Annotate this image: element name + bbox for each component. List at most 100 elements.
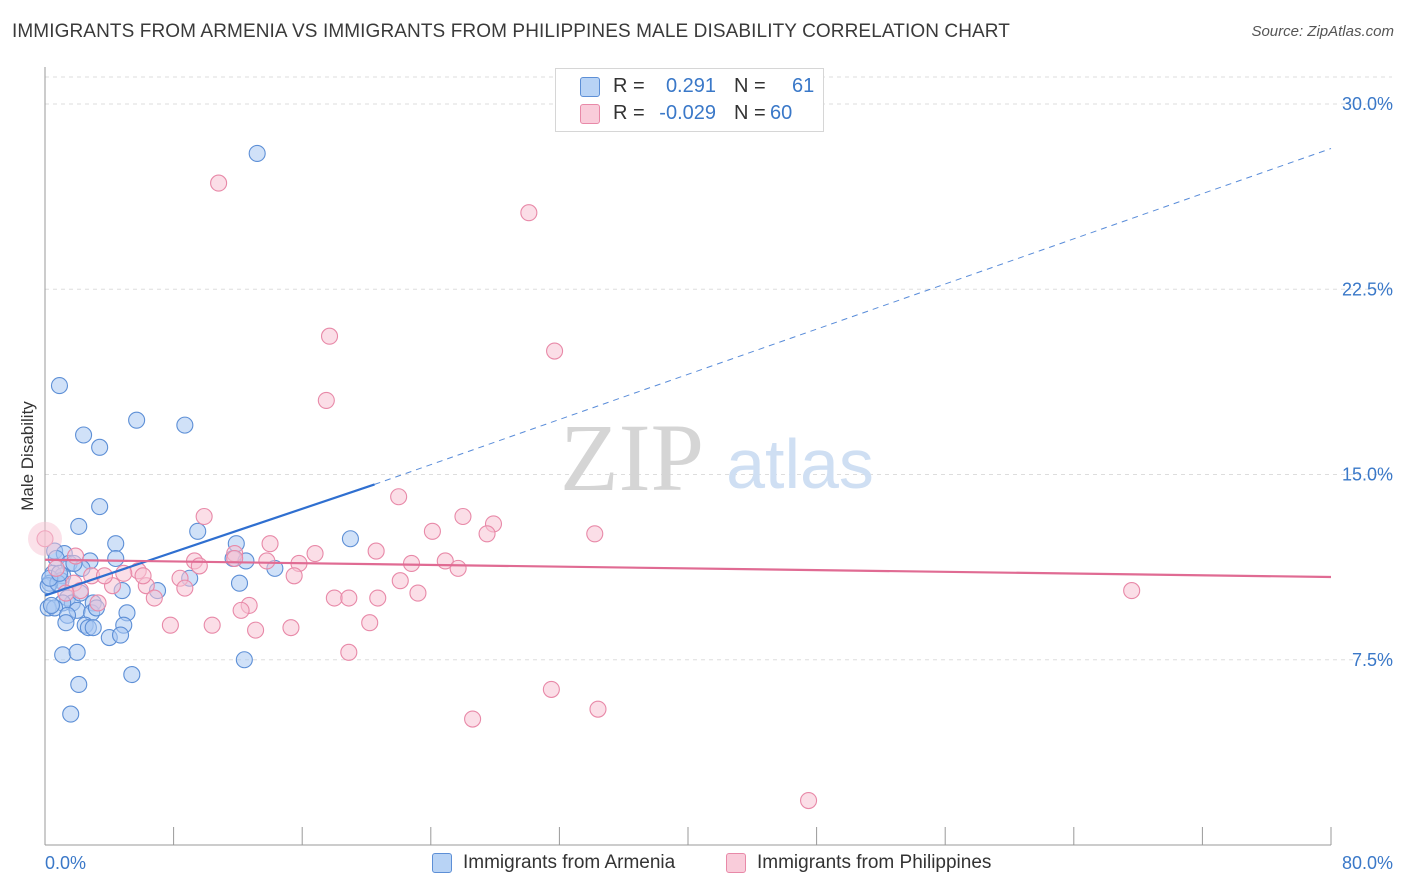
philippines-point xyxy=(423,522,441,540)
armenia-point xyxy=(107,535,125,553)
philippines-point xyxy=(261,535,279,553)
philippines-point xyxy=(317,391,335,409)
armenia-point xyxy=(91,498,109,516)
correlation-legend: R = 0.291 N = 61 R = -0.029 N = 60 xyxy=(555,68,824,132)
philippines-point xyxy=(226,549,244,568)
philippines-point xyxy=(542,680,560,698)
philippines-n-label: N = xyxy=(734,102,766,124)
y-tick-label: 30.0% xyxy=(1342,94,1393,114)
watermark-atlas: atlas xyxy=(726,425,874,503)
philippines-point xyxy=(800,791,818,810)
philippines-point xyxy=(520,204,538,222)
armenia-point xyxy=(123,666,141,684)
armenia-legend-label: Immigrants from Armenia xyxy=(463,852,676,873)
philippines-point xyxy=(320,327,339,345)
philippines-r-value: -0.029 xyxy=(659,102,716,124)
x-tick-label-max: 80.0% xyxy=(1342,853,1393,873)
armenia-point xyxy=(128,411,146,429)
philippines-point xyxy=(145,589,163,607)
philippines-point xyxy=(402,554,421,572)
series-legend: Immigrants from Armenia Immigrants from … xyxy=(0,851,1406,879)
philippines-point xyxy=(390,488,408,506)
philippines-point xyxy=(247,621,265,639)
y-tick-label: 15.0% xyxy=(1342,465,1393,485)
legend-row-philippines: R = -0.029 N = 60 xyxy=(556,100,823,128)
philippines-r-label: R = xyxy=(613,102,645,124)
philippines-point xyxy=(232,601,250,619)
philippines-trend-line xyxy=(44,558,1332,579)
armenia-point xyxy=(50,377,69,395)
gridlines xyxy=(45,76,1392,661)
philippines-point xyxy=(195,507,213,526)
philippines-point xyxy=(306,545,324,563)
armenia-point xyxy=(68,643,86,661)
armenia-r-value: 0.291 xyxy=(665,75,716,97)
philippines-point xyxy=(391,572,409,590)
armenia-point xyxy=(70,517,88,535)
trend-lines xyxy=(44,148,1332,597)
philippines-point xyxy=(258,552,276,570)
armenia-point xyxy=(42,596,60,614)
philippines-point xyxy=(203,616,221,634)
armenia-point xyxy=(235,651,253,669)
philippines-cluster-point xyxy=(28,521,62,556)
armenia-point xyxy=(54,646,72,664)
philippines-point xyxy=(464,710,482,728)
philippines-point xyxy=(285,567,303,585)
armenia-point xyxy=(107,549,125,568)
armenia-swatch xyxy=(580,77,600,97)
philippines-point xyxy=(1123,582,1141,600)
philippines-point xyxy=(176,579,194,597)
philippines-point xyxy=(454,507,472,526)
armenia-n-label: N = xyxy=(734,75,766,97)
armenia-legend-swatch xyxy=(432,853,452,873)
philippines-point xyxy=(89,594,107,612)
philippines-point xyxy=(161,616,179,634)
armenia-point xyxy=(84,619,102,637)
philippines-point xyxy=(478,525,496,543)
philippines-n-value: 60 xyxy=(770,102,793,124)
armenia-point xyxy=(189,522,207,540)
armenia-r-label: R = xyxy=(613,75,645,97)
philippines-point xyxy=(210,174,228,192)
philippines-point xyxy=(546,342,564,360)
philippines-legend-label: Immigrants from Philippines xyxy=(757,852,992,873)
philippines-point xyxy=(409,584,427,602)
philippines-point xyxy=(134,567,152,585)
armenia-n-value: 61 xyxy=(792,75,815,97)
philippines-point xyxy=(282,619,300,637)
armenia-point xyxy=(341,530,359,548)
armenia-trend-extension xyxy=(374,148,1332,485)
armenia-point xyxy=(248,144,266,162)
legend-row-armenia: R = 0.291 N = 61 xyxy=(556,73,823,101)
source-attribution: Source: ZipAtlas.com xyxy=(1251,23,1394,40)
chart-title: IMMIGRANTS FROM ARMENIA VS IMMIGRANTS FR… xyxy=(12,21,1010,42)
philippines-point xyxy=(361,614,379,632)
philippines-point xyxy=(340,643,358,661)
philippines-point xyxy=(449,559,467,577)
philippines-point xyxy=(325,589,343,607)
y-tick-label: 22.5% xyxy=(1342,279,1393,299)
philippines-point xyxy=(367,542,385,560)
armenia-point xyxy=(230,574,249,592)
watermark-zip: ZIP xyxy=(560,404,704,511)
armenia-point xyxy=(91,438,109,456)
philippines-point xyxy=(340,589,358,607)
armenia-point xyxy=(75,426,93,444)
armenia-point xyxy=(62,705,80,723)
philippines-swatch xyxy=(580,104,600,124)
armenia-point xyxy=(57,614,75,632)
armenia-trend-line xyxy=(44,483,375,597)
armenia-point xyxy=(112,626,130,644)
tick-labels: 7.5% 15.0% 22.5% 30.0% 0.0% 80.0% xyxy=(45,94,1393,873)
philippines-point xyxy=(66,547,85,565)
philippines-point xyxy=(589,700,607,718)
x-tick-label-min: 0.0% xyxy=(45,853,86,873)
axes xyxy=(44,67,1332,846)
philippines-point xyxy=(586,525,604,543)
philippines-point xyxy=(190,557,208,575)
zipatlas-watermark: ZIP atlas xyxy=(560,404,874,511)
philippines-point xyxy=(369,589,387,607)
armenia-point xyxy=(70,675,88,694)
